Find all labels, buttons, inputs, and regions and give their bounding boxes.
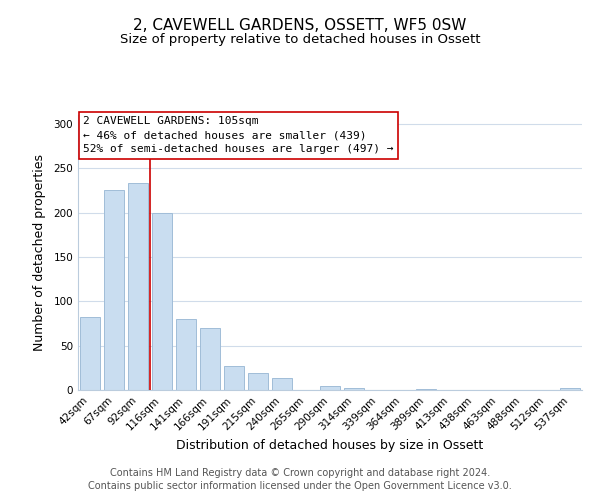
Y-axis label: Number of detached properties: Number of detached properties xyxy=(34,154,46,351)
Bar xyxy=(200,328,220,390)
Bar xyxy=(152,214,172,390)
Bar xyxy=(560,388,580,390)
Bar xyxy=(104,190,124,390)
Text: Contains HM Land Registry data © Crown copyright and database right 2024.: Contains HM Land Registry data © Crown c… xyxy=(110,468,490,477)
Bar xyxy=(272,378,292,390)
Bar xyxy=(248,373,268,390)
Bar xyxy=(176,319,196,390)
Bar xyxy=(320,386,340,390)
Text: 2, CAVEWELL GARDENS, OSSETT, WF5 0SW: 2, CAVEWELL GARDENS, OSSETT, WF5 0SW xyxy=(133,18,467,32)
Bar xyxy=(128,184,148,390)
X-axis label: Distribution of detached houses by size in Ossett: Distribution of detached houses by size … xyxy=(176,438,484,452)
Bar xyxy=(80,318,100,390)
Text: Size of property relative to detached houses in Ossett: Size of property relative to detached ho… xyxy=(120,32,480,46)
Text: 2 CAVEWELL GARDENS: 105sqm
← 46% of detached houses are smaller (439)
52% of sem: 2 CAVEWELL GARDENS: 105sqm ← 46% of deta… xyxy=(83,116,394,154)
Bar xyxy=(416,389,436,390)
Text: Contains public sector information licensed under the Open Government Licence v3: Contains public sector information licen… xyxy=(88,481,512,491)
Bar xyxy=(224,366,244,390)
Bar xyxy=(344,388,364,390)
